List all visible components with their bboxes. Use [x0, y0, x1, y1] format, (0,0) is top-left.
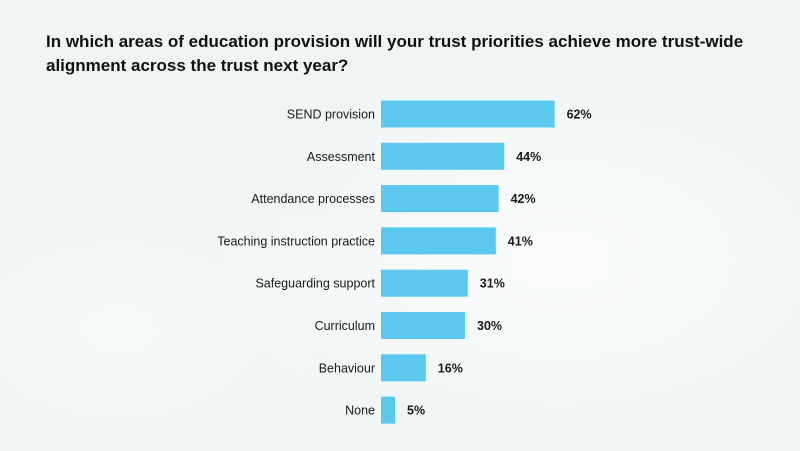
bar-safeguarding-support	[381, 269, 468, 297]
bar-send-provision	[381, 100, 555, 128]
chart-title: In which areas of education provision wi…	[46, 32, 744, 75]
bar-behaviour	[381, 354, 426, 382]
category-label-teaching-instruction-practice: Teaching instruction practice	[217, 234, 375, 248]
value-label-attendance-processes: 42%	[511, 192, 536, 206]
bar-none	[381, 396, 395, 424]
value-label-teaching-instruction-practice: 41%	[508, 234, 533, 248]
value-label-curriculum: 30%	[477, 319, 502, 333]
bar-attendance-processes	[381, 185, 499, 213]
category-label-safeguarding-support: Safeguarding support	[255, 277, 375, 291]
bar-curriculum	[381, 312, 465, 339]
category-label-behaviour: Behaviour	[319, 361, 375, 375]
value-label-assessment: 44%	[516, 150, 541, 164]
value-label-behaviour: 16%	[438, 361, 463, 375]
bar-teaching-instruction-practice	[381, 227, 496, 255]
category-label-assessment: Assessment	[307, 150, 376, 164]
value-label-safeguarding-support: 31%	[480, 277, 505, 291]
value-label-none: 5%	[407, 404, 425, 418]
category-label-attendance-processes: Attendance processes	[251, 192, 375, 206]
category-label-none: None	[345, 404, 375, 418]
value-label-send-provision: 62%	[567, 108, 592, 122]
category-label-curriculum: Curriculum	[315, 319, 375, 333]
bars-layer: SEND provision 62% Assessment 44% Attendance…	[217, 100, 592, 424]
category-label-send-provision: SEND provision	[287, 108, 375, 122]
bar-assessment	[381, 142, 505, 170]
